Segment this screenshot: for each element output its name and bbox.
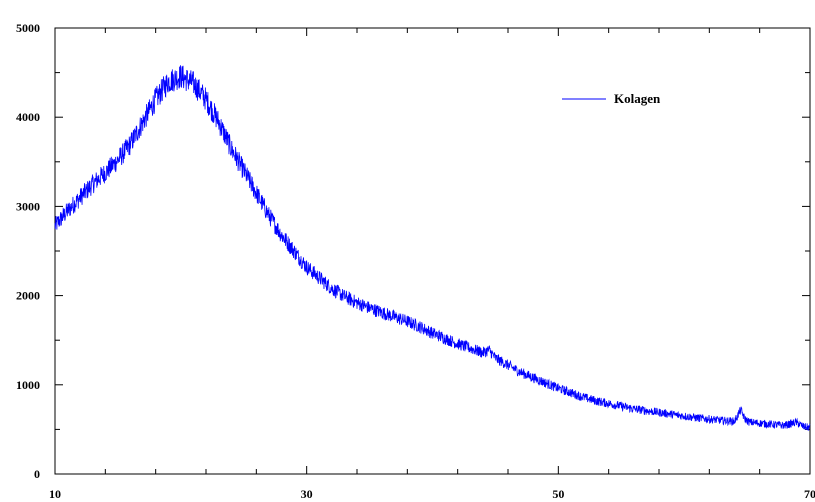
legend-label-kolagen: Kolagen <box>614 91 661 106</box>
y-tick-label: 1000 <box>16 378 40 392</box>
x-tick-label: 30 <box>301 487 313 501</box>
x-tick-label: 50 <box>552 487 564 501</box>
x-tick-label: 10 <box>49 487 61 501</box>
y-tick-label: 0 <box>34 467 40 481</box>
x-tick-label: 70 <box>804 487 815 501</box>
plot-frame <box>55 28 810 474</box>
y-tick-label: 2000 <box>16 289 40 303</box>
y-tick-label: 4000 <box>16 110 40 124</box>
y-tick-label: 5000 <box>16 21 40 35</box>
y-tick-label: 3000 <box>16 199 40 213</box>
